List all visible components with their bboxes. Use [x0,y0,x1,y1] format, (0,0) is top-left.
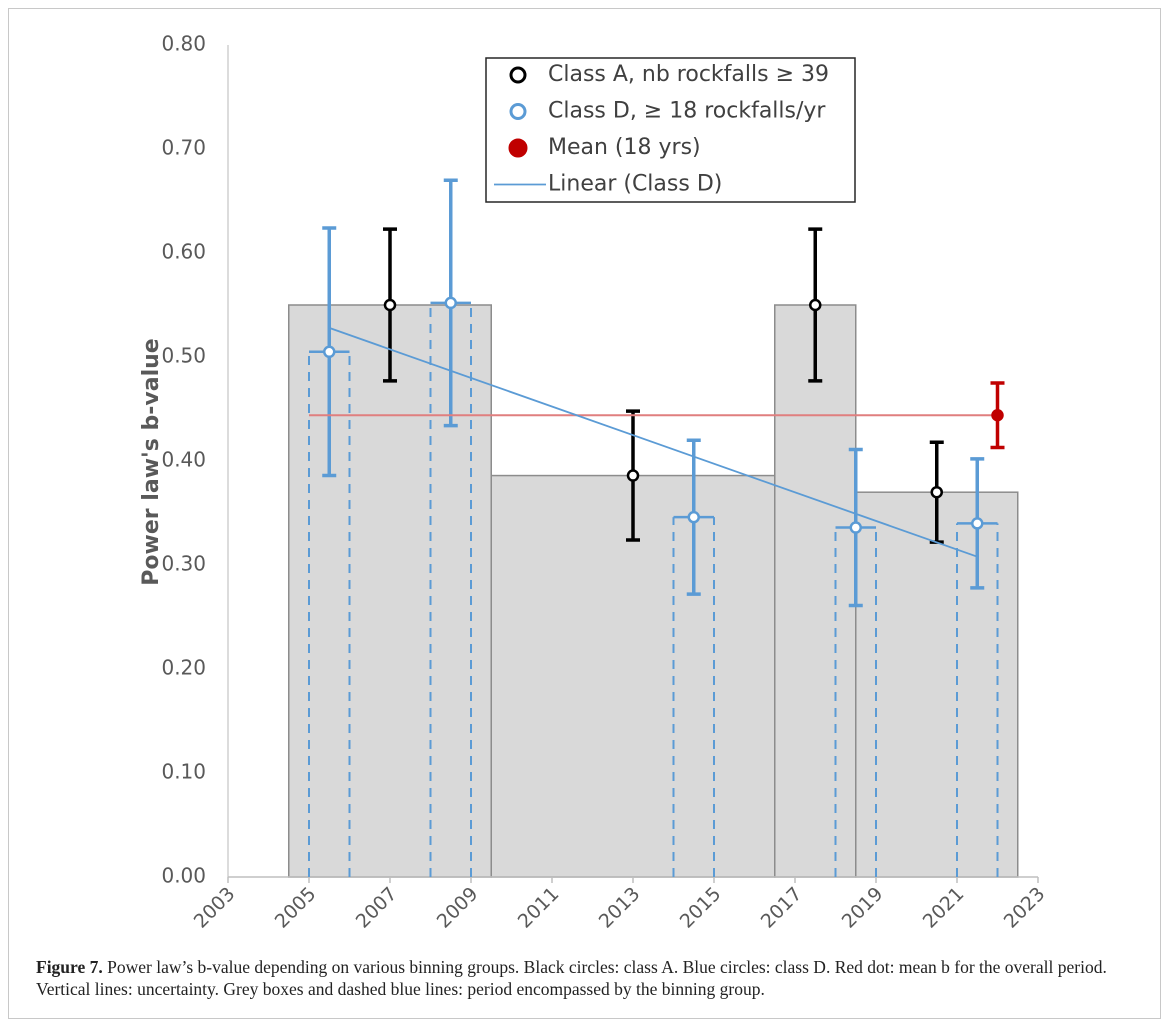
y-tick-label: 0.00 [161,864,206,888]
caption: Figure 7. Power law’s b-value depending … [36,956,1136,1000]
bin-box [855,491,1019,878]
point [383,298,397,312]
period-box [834,527,877,877]
legend-box [485,57,856,203]
bin-box [774,304,857,878]
frame [8,8,1161,1019]
x-tick-label: 2021 [919,883,969,933]
point [687,510,700,524]
point [849,521,862,534]
y-tick-label: 0.10 [161,760,206,784]
x-tick-label: 2011 [514,883,564,933]
chart: Power law's b-value 0.00 0.10 0.20 0.30 0.40… [139,32,1050,933]
legend-marker [509,66,527,84]
period-box [956,523,999,877]
trend-line [328,327,978,558]
period-box [308,351,351,877]
x-tick-label: 2017 [757,883,807,933]
x-tick-label: 2015 [676,883,726,933]
point [809,298,822,312]
legend-label: Mean (18 yrs) [548,135,701,160]
legend-label: Linear (Class D) [548,172,722,197]
legend-label: Class D, ≥ 18 rockfalls/yr [548,99,826,124]
caption-label: Figure 7. [36,957,103,977]
x-tick-label: 2019 [838,883,888,933]
legend-marker [508,138,528,158]
point [626,469,640,482]
point [991,408,1004,422]
y-tick-label: 0.70 [161,136,206,160]
x-tick-label: 2009 [433,883,483,933]
caption-text: Power law’s b-value depending on various… [36,957,1107,999]
x-tick-label: 2007 [352,883,402,933]
y-tick-label: 0.40 [161,448,206,472]
y-tick-label: 0.80 [161,32,206,56]
period-box [672,517,715,877]
y-tick-label: 0.20 [161,656,206,680]
legend-marker [509,103,527,120]
y-axis-label: Power law's b-value [139,338,164,585]
y-tick-label: 0.50 [161,344,206,368]
x-tick-label: 2003 [190,883,240,933]
x-tick-label: 2023 [1000,883,1050,933]
x-tick-label: 2013 [595,883,645,933]
point [971,517,984,530]
bin-box [288,304,492,878]
point [444,296,457,310]
bin-box [490,474,776,878]
y-tick-label: 0.30 [161,552,206,576]
x-tick-label: 2005 [271,883,321,933]
point [930,485,943,499]
y-tick-label: 0.60 [161,240,206,264]
point [323,345,336,359]
legend-label: Class A, nb rockfalls ≥ 39 [548,62,829,87]
